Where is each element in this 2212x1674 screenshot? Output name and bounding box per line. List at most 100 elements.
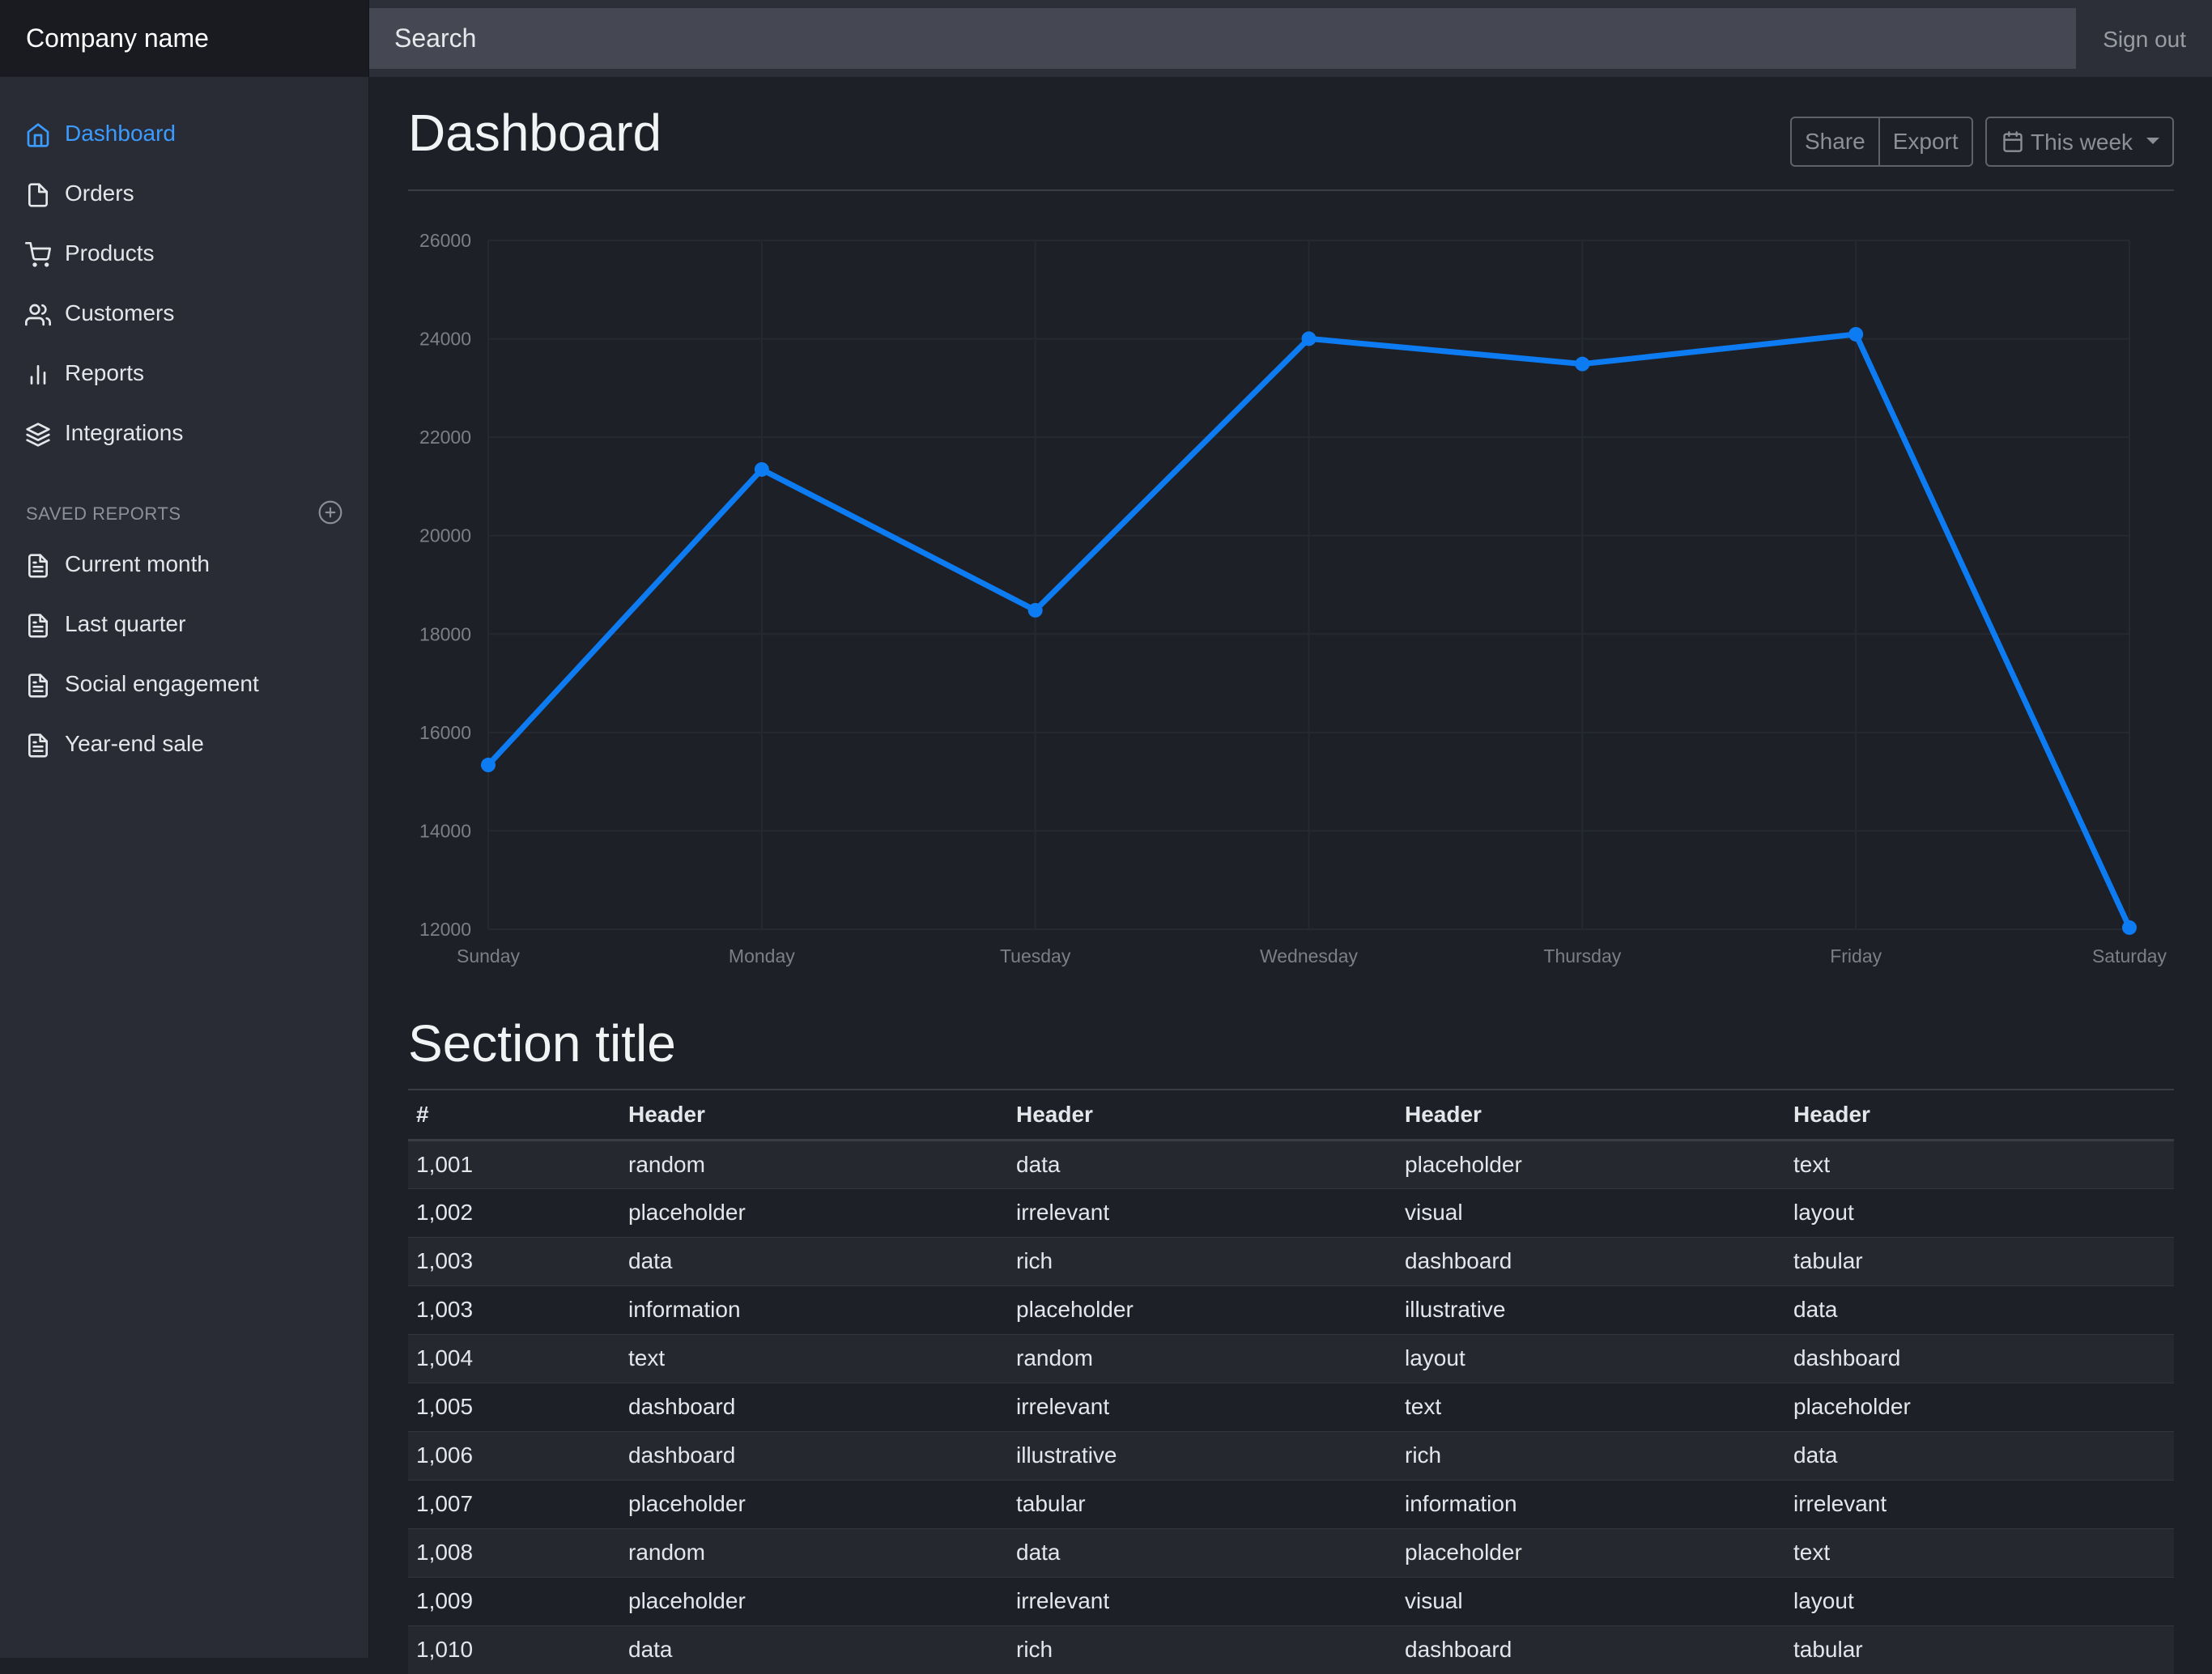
main-content: Dashboard Share Export This week 12000 14… <box>369 77 2212 1674</box>
x-tick-label: Tuesday <box>1000 945 1071 967</box>
saved-report-year-end-sale[interactable]: Year-end sale <box>0 713 369 773</box>
table-cell: random <box>1008 1333 1397 1383</box>
y-tick-label: 18000 <box>419 623 471 644</box>
page-title: Dashboard <box>408 104 662 162</box>
share-export-group: Share Export <box>1790 117 1973 167</box>
x-tick-label: Wednesday <box>1260 945 1359 967</box>
series-line <box>485 331 2133 931</box>
saved-report-label: Current month <box>65 551 210 576</box>
sidebar-item-label: Integrations <box>65 420 184 445</box>
title-divider <box>408 189 2174 191</box>
saved-report-current-month[interactable]: Current month <box>0 533 369 593</box>
table-cell: random <box>620 1139 1008 1188</box>
users-icon <box>25 302 51 328</box>
data-point <box>1301 331 1317 346</box>
saved-report-label: Last quarter <box>65 611 186 636</box>
table-cell: irrelevant <box>1008 1382 1397 1431</box>
table-cell: tabular <box>1785 1236 2174 1285</box>
saved-report-label: Social engagement <box>65 671 259 696</box>
y-tick-label: 20000 <box>419 525 471 546</box>
sidebar-item-reports[interactable]: Reports <box>0 342 369 402</box>
data-point <box>2122 920 2137 935</box>
file-icon <box>25 182 51 208</box>
file-text-icon <box>25 673 51 699</box>
column-header: # <box>408 1089 620 1141</box>
table-header-row: # Header Header Header Header <box>408 1089 2174 1141</box>
table-cell: dashboard <box>620 1382 1008 1431</box>
sidebar-item-label: Customers <box>65 300 175 325</box>
table-cell: 1,008 <box>408 1527 620 1577</box>
table-cell: dashboard <box>1397 1625 1785 1674</box>
table-cell: 1,009 <box>408 1576 620 1625</box>
table-cell: rich <box>1397 1430 1785 1480</box>
x-tick-label: Sunday <box>457 945 521 967</box>
table-cell: tabular <box>1785 1625 2174 1674</box>
x-tick-label: Saturday <box>2092 945 2167 967</box>
date-range-dropdown[interactable]: This week <box>1985 117 2174 167</box>
bar-chart-icon <box>25 362 51 388</box>
sidebar-item-dashboard[interactable]: Dashboard <box>0 103 369 163</box>
saved-report-last-quarter[interactable]: Last quarter <box>0 593 369 653</box>
search-input[interactable] <box>369 8 2076 69</box>
column-header: Header <box>1785 1089 2174 1141</box>
data-point <box>1848 326 1864 342</box>
table-cell: data <box>620 1236 1008 1285</box>
y-tick-label: 12000 <box>419 919 471 940</box>
data-point <box>1575 356 1590 372</box>
table-row: 1,007 placeholder tabular information irrele… <box>408 1479 2174 1528</box>
y-tick-label: 16000 <box>419 722 471 743</box>
data-point <box>754 461 769 477</box>
table-row: 1,004 text random layout dashboard <box>408 1333 2174 1383</box>
brand-logo[interactable]: Company name <box>0 0 369 77</box>
section-title: Section title <box>408 1014 676 1073</box>
table-cell: placeholder <box>1785 1382 2174 1431</box>
sidebar-item-products[interactable]: Products <box>0 223 369 283</box>
table-cell: data <box>1008 1139 1397 1188</box>
table-cell: data <box>1785 1285 2174 1334</box>
table-cell: placeholder <box>1397 1139 1785 1188</box>
share-button[interactable]: Share <box>1805 129 1865 154</box>
table-cell: placeholder <box>620 1188 1008 1237</box>
sidebar-item-integrations[interactable]: Integrations <box>0 402 369 462</box>
table-cell: tabular <box>1008 1479 1397 1528</box>
file-text-icon <box>25 733 51 758</box>
table-cell: 1,003 <box>408 1285 620 1334</box>
table-cell: dashboard <box>1785 1333 2174 1383</box>
table-row: 1,001 random data placeholder text <box>408 1139 2174 1188</box>
table-cell: information <box>1397 1479 1785 1528</box>
y-tick-label: 14000 <box>419 820 471 841</box>
table-cell: placeholder <box>620 1576 1008 1625</box>
sidebar-item-label: Dashboard <box>65 121 176 146</box>
file-text-icon <box>25 553 51 579</box>
table-row: 1,003 information placeholder illustrative d… <box>408 1285 2174 1334</box>
saved-reports-heading: SAVED REPORTS <box>26 503 181 524</box>
column-header: Header <box>1008 1089 1397 1141</box>
table-cell: 1,005 <box>408 1382 620 1431</box>
table-cell: irrelevant <box>1008 1188 1397 1237</box>
y-tick-label: 22000 <box>419 427 471 448</box>
table-row: 1,005 dashboard irrelevant text placeholder <box>408 1382 2174 1431</box>
calendar-icon <box>2003 131 2023 152</box>
table-cell: placeholder <box>1397 1527 1785 1577</box>
sidebar: Dashboard Orders Products Customers Repo… <box>0 77 369 1658</box>
sidebar-item-label: Orders <box>65 181 134 206</box>
sign-out-link[interactable]: Sign out <box>2103 27 2186 52</box>
table-cell: illustrative <box>1008 1430 1397 1480</box>
sidebar-item-orders[interactable]: Orders <box>0 163 369 223</box>
table-row: 1,006 dashboard illustrative rich data <box>408 1430 2174 1480</box>
table-cell: random <box>620 1527 1008 1577</box>
table-cell: illustrative <box>1397 1285 1785 1334</box>
table-cell: 1,001 <box>408 1139 620 1188</box>
data-point <box>1027 602 1043 618</box>
cart-icon <box>25 242 51 268</box>
table-cell: text <box>1785 1139 2174 1188</box>
add-report-icon[interactable] <box>317 499 343 525</box>
saved-report-label: Year-end sale <box>65 731 204 756</box>
table-cell: 1,010 <box>408 1625 620 1674</box>
export-button[interactable]: Export <box>1878 118 1972 165</box>
table-cell: layout <box>1397 1333 1785 1383</box>
sidebar-item-customers[interactable]: Customers <box>0 283 369 342</box>
table-cell: layout <box>1785 1576 2174 1625</box>
column-header: Header <box>1397 1089 1785 1141</box>
saved-report-social-engagement[interactable]: Social engagement <box>0 653 369 713</box>
